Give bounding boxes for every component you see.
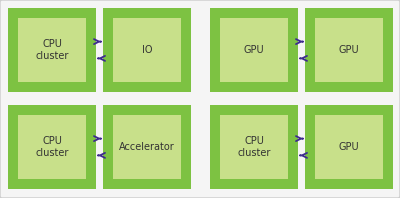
FancyBboxPatch shape <box>113 115 181 179</box>
FancyBboxPatch shape <box>220 18 288 82</box>
FancyBboxPatch shape <box>18 115 86 179</box>
Text: Accelerator: Accelerator <box>119 142 175 152</box>
FancyBboxPatch shape <box>103 8 191 92</box>
FancyBboxPatch shape <box>305 105 393 189</box>
Text: GPU: GPU <box>244 45 264 55</box>
Text: CPU
cluster: CPU cluster <box>35 136 69 158</box>
Text: GPU: GPU <box>339 142 359 152</box>
FancyBboxPatch shape <box>113 18 181 82</box>
FancyBboxPatch shape <box>305 8 393 92</box>
FancyBboxPatch shape <box>315 18 383 82</box>
FancyBboxPatch shape <box>18 18 86 82</box>
FancyBboxPatch shape <box>8 8 96 92</box>
Text: CPU
cluster: CPU cluster <box>35 39 69 61</box>
FancyBboxPatch shape <box>210 105 298 189</box>
FancyBboxPatch shape <box>8 105 96 189</box>
FancyBboxPatch shape <box>103 105 191 189</box>
FancyBboxPatch shape <box>210 8 298 92</box>
FancyBboxPatch shape <box>315 115 383 179</box>
Text: IO: IO <box>142 45 152 55</box>
FancyBboxPatch shape <box>220 115 288 179</box>
Text: CPU
cluster: CPU cluster <box>237 136 271 158</box>
Text: GPU: GPU <box>339 45 359 55</box>
